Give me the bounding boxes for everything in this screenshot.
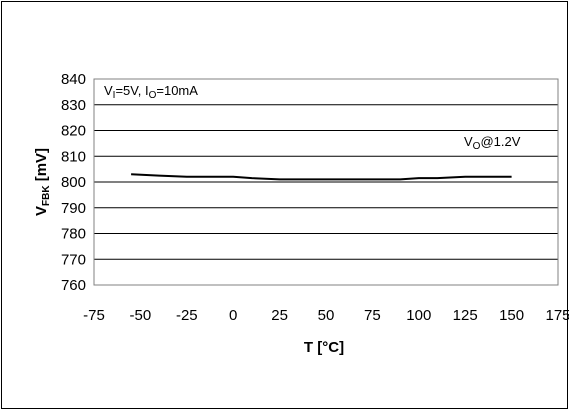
series-line-0 — [131, 173, 512, 181]
y-tick-label: 780 — [61, 226, 86, 243]
x-tick-label: 150 — [499, 307, 524, 324]
x-tick-label: -50 — [130, 307, 152, 324]
x-tick-label: -75 — [83, 307, 105, 324]
y-tick-label: 770 — [61, 251, 86, 268]
x-tick-label: 100 — [406, 307, 431, 324]
y-tick-label: 800 — [61, 174, 86, 191]
x-tick-label: 75 — [364, 307, 381, 324]
grid-lines — [94, 78, 558, 286]
plot-area-border — [93, 78, 559, 286]
y-tick-labels: 760 770 780 790 800 810 820 830 840 — [61, 71, 86, 294]
x-tick-label: -25 — [176, 307, 198, 324]
y-axis-label: VFBK [mV] — [33, 148, 52, 216]
annotation-conditions: VI=5V, IO=10mA — [104, 83, 198, 101]
x-tick-label: 0 — [229, 307, 237, 324]
y-tick-label: 810 — [61, 148, 86, 165]
annotation-vout: VO@1.2V — [464, 134, 521, 152]
y-tick-label: 790 — [61, 200, 86, 217]
x-tick-label: 175 — [545, 307, 569, 324]
y-tick-label: 820 — [61, 123, 86, 140]
y-tick-label: 760 — [61, 277, 86, 294]
series-layer — [131, 173, 512, 181]
y-tick-label: 840 — [61, 71, 86, 88]
x-tick-labels: -75 -50 -25 0 25 50 75 100 125 150 175 — [83, 307, 569, 324]
x-tick-label: 50 — [318, 307, 335, 324]
x-tick-label: 125 — [453, 307, 478, 324]
y-tick-label: 830 — [61, 97, 86, 114]
x-tick-label: 25 — [271, 307, 288, 324]
x-axis-label: T [°C] — [304, 339, 344, 356]
